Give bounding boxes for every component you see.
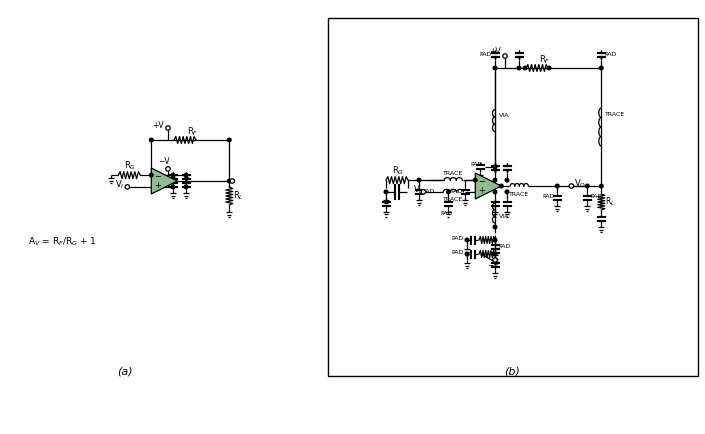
Circle shape: [228, 179, 231, 183]
Text: V$_I$: V$_I$: [116, 179, 125, 191]
Text: PAD: PAD: [604, 53, 617, 57]
Text: V$_O$: V$_O$: [575, 178, 587, 190]
Text: A$_V$ = R$_F$/R$_G$ + 1: A$_V$ = R$_F$/R$_G$ + 1: [28, 236, 97, 248]
Circle shape: [505, 178, 509, 182]
Text: TRACE: TRACE: [443, 171, 463, 176]
Text: −: −: [154, 172, 161, 181]
Circle shape: [230, 179, 235, 183]
Text: R$_L$: R$_L$: [606, 196, 615, 208]
Text: PAD: PAD: [450, 189, 462, 194]
Circle shape: [523, 66, 527, 70]
Circle shape: [599, 184, 603, 188]
Circle shape: [149, 138, 153, 142]
Text: PAD: PAD: [542, 194, 554, 200]
Circle shape: [493, 190, 497, 194]
Text: −V: −V: [487, 262, 498, 270]
Circle shape: [503, 54, 507, 58]
Circle shape: [446, 190, 450, 194]
Text: R$_G$: R$_G$: [392, 165, 404, 178]
Circle shape: [421, 190, 426, 194]
Text: +: +: [154, 181, 161, 190]
Circle shape: [384, 190, 388, 194]
Text: TRACE: TRACE: [606, 112, 625, 118]
Circle shape: [493, 178, 497, 182]
Text: PAD: PAD: [479, 53, 492, 57]
Text: R$_L$: R$_L$: [233, 190, 244, 202]
Circle shape: [184, 185, 188, 189]
Text: +V: +V: [489, 47, 501, 56]
Circle shape: [166, 167, 170, 171]
Text: +V: +V: [152, 122, 164, 131]
Circle shape: [556, 184, 559, 188]
Text: TRACE: TRACE: [509, 193, 529, 197]
Text: R$_G$: R$_G$: [124, 160, 137, 172]
Circle shape: [166, 126, 170, 130]
Text: V$_I$: V$_I$: [413, 184, 423, 196]
Circle shape: [465, 252, 469, 256]
Circle shape: [517, 66, 521, 70]
Circle shape: [493, 252, 497, 256]
Circle shape: [547, 66, 551, 70]
Text: PAD: PAD: [590, 194, 603, 200]
Text: R$_F$: R$_F$: [187, 126, 198, 138]
Circle shape: [184, 173, 188, 177]
Circle shape: [474, 178, 477, 182]
Text: PAD: PAD: [498, 243, 510, 249]
Text: PAD: PAD: [452, 250, 464, 254]
Text: −: −: [478, 177, 485, 186]
Circle shape: [493, 165, 497, 169]
Text: PAD: PAD: [422, 189, 434, 194]
Circle shape: [493, 258, 497, 262]
Bar: [328, 18, 698, 376]
Text: VIA: VIA: [499, 113, 510, 118]
Circle shape: [585, 184, 589, 188]
Text: (b): (b): [504, 367, 520, 377]
Circle shape: [493, 66, 497, 70]
Circle shape: [171, 185, 175, 189]
Text: PAD: PAD: [452, 236, 464, 240]
Circle shape: [505, 190, 509, 194]
Text: TRACE: TRACE: [443, 197, 463, 202]
Text: R$_F$: R$_F$: [539, 54, 551, 66]
Text: (a): (a): [117, 367, 133, 377]
Circle shape: [465, 238, 469, 242]
Text: PAD: PAD: [471, 162, 483, 168]
Circle shape: [417, 178, 421, 182]
Circle shape: [599, 66, 603, 70]
Circle shape: [228, 138, 231, 142]
Text: +: +: [479, 186, 485, 195]
Circle shape: [125, 184, 130, 189]
Circle shape: [493, 225, 497, 229]
Polygon shape: [475, 173, 501, 199]
Circle shape: [149, 173, 153, 177]
Text: PAD: PAD: [440, 211, 453, 217]
Text: VIA: VIA: [499, 214, 510, 218]
Circle shape: [569, 184, 573, 188]
Text: −V: −V: [158, 158, 170, 166]
Circle shape: [171, 173, 175, 177]
Polygon shape: [152, 168, 177, 194]
Circle shape: [493, 238, 497, 242]
Circle shape: [500, 184, 503, 188]
